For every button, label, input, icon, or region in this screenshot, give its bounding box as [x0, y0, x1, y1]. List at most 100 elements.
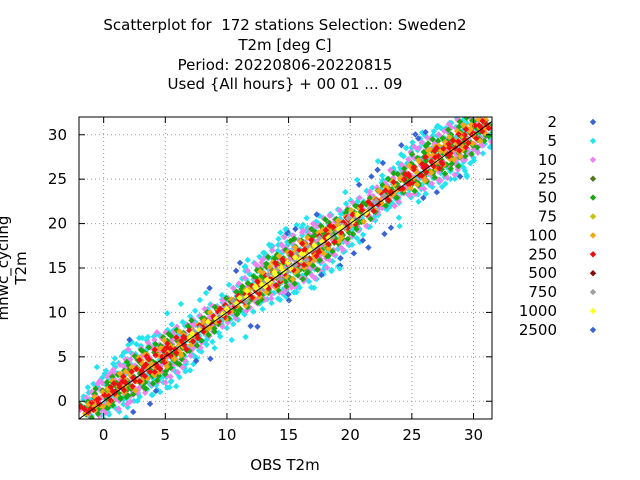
chart-title-line-2: T2m [deg C]: [238, 36, 332, 54]
data-point: [485, 125, 492, 132]
data-point-outlier: [395, 214, 403, 221]
data-point: [287, 249, 294, 257]
data-point: [188, 317, 195, 324]
data-point: [92, 385, 99, 392]
data-point: [96, 386, 104, 393]
data-point: [489, 130, 492, 135]
data-point: [167, 345, 174, 352]
data-point-outlier: [136, 334, 143, 342]
data-point-outlier: [415, 198, 422, 205]
data-point: [145, 344, 153, 351]
data-point: [254, 299, 261, 306]
data-point: [94, 410, 102, 417]
data-point: [283, 283, 290, 290]
data-point: [269, 247, 276, 254]
data-point: [430, 128, 437, 135]
data-point: [277, 229, 284, 236]
data-point: [173, 334, 180, 341]
data-point: [454, 117, 461, 124]
data-point: [229, 298, 237, 305]
data-point-outlier: [387, 224, 395, 231]
data-point-outlier: [268, 242, 275, 249]
data-point: [125, 346, 132, 353]
data-point: [95, 395, 102, 403]
data-point: [127, 398, 134, 405]
data-point: [252, 260, 259, 268]
data-point: [428, 169, 435, 176]
data-point: [400, 176, 408, 183]
data-point: [353, 225, 360, 233]
axis-layer: 0 5 10 15 20 25 30 0 5 10 15 20 25 30: [48, 116, 493, 444]
data-point: [378, 179, 385, 186]
data-point: [401, 165, 408, 172]
data-point: [299, 221, 307, 229]
data-point: [124, 403, 131, 411]
data-point: [429, 136, 436, 143]
data-point: [462, 144, 470, 151]
data-point: [422, 132, 429, 140]
data-point: [422, 190, 429, 198]
data-point: [366, 188, 373, 195]
data-point: [176, 328, 183, 335]
data-point: [451, 175, 459, 183]
data-point: [303, 256, 311, 264]
y-axis-label: mnwc_cycling T2m: [0, 215, 30, 321]
data-point: [449, 137, 457, 144]
data-point-outlier: [192, 357, 200, 365]
data-point: [183, 345, 190, 353]
data-point: [211, 325, 218, 332]
data-point: [242, 298, 250, 305]
data-point: [107, 383, 114, 391]
data-point: [186, 334, 194, 342]
data-point: [463, 117, 470, 121]
data-point: [88, 414, 95, 419]
data-point: [162, 379, 169, 386]
data-point: [308, 236, 315, 244]
data-point: [414, 145, 422, 152]
data-point: [353, 234, 361, 242]
data-point-outlier: [211, 344, 218, 352]
data-point: [141, 389, 149, 397]
data-point: [409, 179, 416, 186]
data-point: [381, 192, 388, 199]
data-point-outlier: [228, 336, 235, 344]
data-point: [436, 165, 443, 172]
data-point: [90, 380, 97, 388]
data-point: [477, 141, 485, 149]
data-point: [239, 283, 246, 290]
data-point: [162, 329, 169, 336]
data-point: [178, 337, 185, 345]
data-point: [230, 320, 237, 328]
data-point: [101, 391, 108, 399]
data-point-outlier: [152, 387, 160, 395]
data-point: [201, 317, 208, 324]
data-point: [204, 318, 212, 325]
legend-marker: [589, 194, 597, 201]
data-point: [226, 303, 234, 311]
data-point: [116, 361, 124, 369]
data-point: [144, 339, 152, 346]
data-point-outlier: [463, 173, 471, 180]
data-point-outlier: [353, 176, 361, 184]
data-point-outlier: [396, 222, 403, 230]
legend-label: 750: [528, 283, 557, 301]
data-point-outlier: [207, 355, 214, 362]
data-point: [474, 144, 481, 151]
data-point: [390, 170, 397, 177]
data-point: [120, 401, 127, 408]
data-point: [379, 172, 386, 179]
data-point: [110, 380, 118, 387]
data-point: [308, 272, 316, 279]
data-point: [422, 153, 429, 161]
data-point: [219, 323, 226, 330]
data-point: [424, 140, 432, 147]
data-point-outlier: [415, 135, 422, 142]
data-point: [325, 245, 332, 252]
data-point: [310, 220, 317, 227]
data-point-outlier: [303, 214, 310, 222]
data-point: [352, 202, 359, 210]
data-point: [456, 118, 464, 125]
data-point: [415, 157, 422, 164]
data-point: [149, 380, 157, 387]
data-point: [438, 183, 446, 191]
